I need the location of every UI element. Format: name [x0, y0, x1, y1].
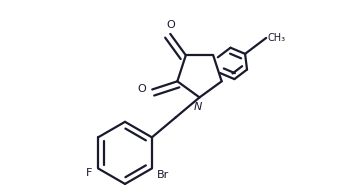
- Text: O: O: [138, 84, 147, 94]
- Text: O: O: [166, 20, 175, 30]
- Text: CH₃: CH₃: [267, 33, 286, 43]
- Text: N: N: [194, 102, 202, 112]
- Text: Br: Br: [157, 170, 169, 180]
- Text: F: F: [86, 168, 93, 178]
